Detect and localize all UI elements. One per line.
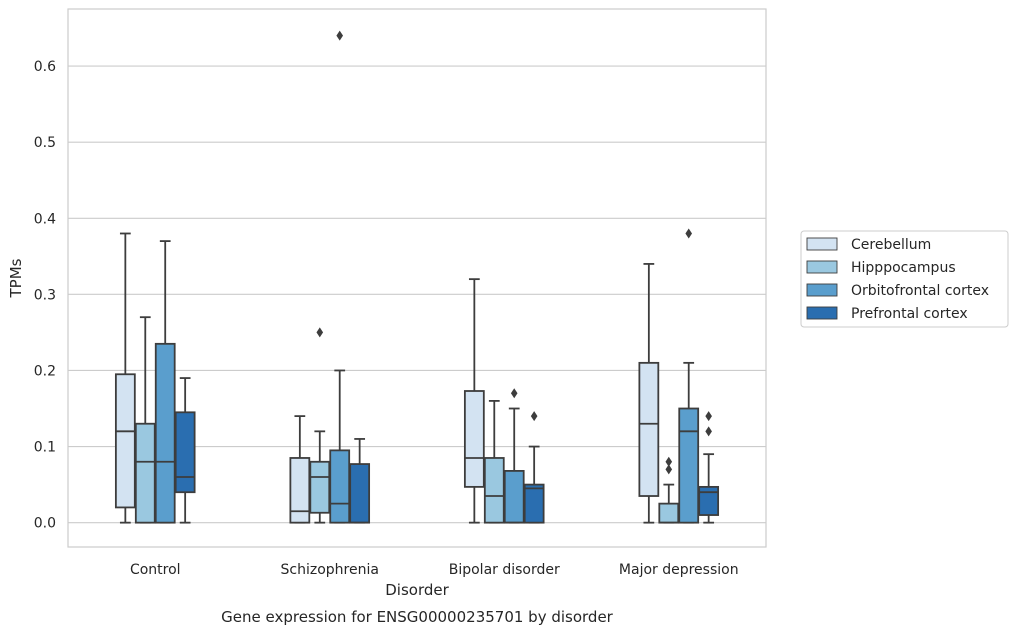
outlier-point bbox=[665, 464, 673, 475]
y-tick-label: 0.1 bbox=[34, 440, 56, 456]
x-tick-label: Major depression bbox=[619, 562, 739, 578]
box-hipppocampus bbox=[134, 316, 156, 524]
legend-swatch bbox=[806, 237, 838, 251]
box-iqr bbox=[309, 460, 331, 514]
box-iqr bbox=[678, 407, 700, 524]
box-iqr bbox=[289, 457, 311, 524]
box-iqr bbox=[114, 373, 136, 509]
box-iqr bbox=[638, 361, 660, 497]
legend-label: Hipppocampus bbox=[851, 260, 956, 276]
outlier-point bbox=[705, 411, 712, 422]
box-prefrontal-cortex bbox=[349, 438, 371, 524]
legend-label: Cerebellum bbox=[851, 237, 931, 253]
legend: Cerebellum Hipppocampus Orbitofrontal cort… bbox=[800, 230, 1009, 328]
box-orbitofrontal-cortex bbox=[678, 228, 700, 524]
outlier-point bbox=[665, 456, 673, 467]
box-iqr bbox=[483, 457, 505, 524]
box-hipppocampus bbox=[658, 456, 680, 524]
box-prefrontal-cortex bbox=[523, 411, 545, 524]
box-hipppocampus bbox=[309, 327, 331, 524]
y-tick-label: 0.0 bbox=[34, 516, 56, 532]
box-orbitofrontal-cortex bbox=[154, 240, 176, 524]
x-tick-label: Bipolar disorder bbox=[449, 562, 560, 578]
box-iqr bbox=[349, 463, 371, 524]
legend-swatch bbox=[806, 283, 838, 297]
legend-label: Orbitofrontal cortex bbox=[851, 283, 989, 299]
outlier-point bbox=[336, 30, 344, 41]
box-iqr bbox=[658, 502, 680, 524]
box-cerebellum bbox=[463, 278, 485, 524]
box-prefrontal-cortex bbox=[698, 411, 720, 524]
box-orbitofrontal-cortex bbox=[329, 30, 351, 524]
y-tick-label: 0.6 bbox=[34, 59, 56, 75]
outlier-point bbox=[685, 228, 693, 239]
x-axis-label: Disorder bbox=[385, 581, 449, 599]
chart-caption: Gene expression for ENSG00000235701 by d… bbox=[221, 608, 614, 626]
y-axis-label: TPMs bbox=[7, 258, 25, 298]
x-tick-labels: Control Schizophrenia Bipolar disorder Majo… bbox=[130, 562, 739, 578]
box-hipppocampus bbox=[483, 399, 505, 524]
outlier-point bbox=[705, 426, 712, 437]
y-tick-label: 0.3 bbox=[34, 287, 56, 303]
legend-swatch bbox=[806, 260, 838, 274]
legend-frame bbox=[800, 230, 1009, 328]
outlier-point bbox=[316, 327, 324, 338]
legend-label: Prefrontal cortex bbox=[851, 306, 968, 322]
box-iqr bbox=[174, 411, 196, 494]
x-tick-label: Control bbox=[130, 562, 181, 578]
legend-swatch bbox=[806, 306, 838, 320]
y-tick-label: 0.5 bbox=[34, 135, 56, 151]
x-tick-label: Schizophrenia bbox=[281, 562, 379, 578]
box-orbitofrontal-cortex bbox=[503, 388, 525, 524]
box-cerebellum bbox=[289, 415, 311, 524]
box-iqr bbox=[329, 449, 351, 524]
box-iqr bbox=[698, 485, 720, 516]
box-iqr bbox=[463, 390, 485, 488]
y-tick-label: 0.2 bbox=[34, 363, 56, 379]
box-iqr bbox=[134, 422, 156, 524]
box-iqr bbox=[523, 483, 545, 524]
box-iqr bbox=[154, 342, 176, 524]
y-tick-labels: 0.0 0.1 0.2 0.3 0.4 0.5 0.6 bbox=[34, 59, 56, 532]
plot-frame bbox=[67, 8, 767, 548]
box-cerebellum bbox=[114, 232, 136, 524]
box-prefrontal-cortex bbox=[174, 377, 196, 524]
y-tick-label: 0.4 bbox=[34, 211, 56, 227]
box-series bbox=[114, 30, 720, 524]
outlier-point bbox=[510, 388, 518, 399]
box-iqr bbox=[503, 470, 525, 524]
box-cerebellum bbox=[638, 263, 660, 524]
outlier-point bbox=[530, 411, 538, 422]
